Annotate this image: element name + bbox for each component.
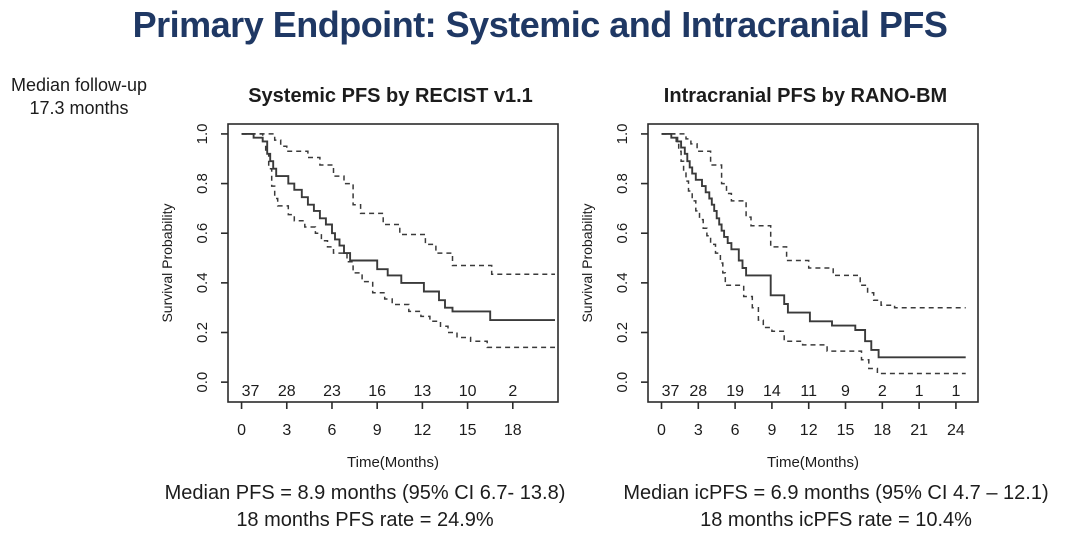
y-axis-label: Survival Probability — [159, 203, 175, 322]
at-risk-count: 28 — [689, 383, 707, 400]
x-tick-label: 12 — [800, 422, 818, 439]
km-curve-ci-lower — [241, 133, 555, 349]
y-tick-label: 0.0 — [194, 372, 211, 393]
y-tick-label: 0.2 — [614, 322, 631, 343]
at-risk-count: 2 — [878, 383, 887, 400]
x-tick-label: 3 — [694, 422, 703, 439]
at-risk-count: 23 — [323, 383, 341, 400]
x-tick-label: 15 — [459, 422, 477, 439]
at-risk-count: 2 — [508, 383, 517, 400]
at-risk-count: 1 — [951, 383, 960, 400]
km-curve-ci-upper — [241, 133, 555, 275]
at-risk-count: 28 — [278, 383, 296, 400]
caption-systemic-line1: Median PFS = 8.9 months (95% CI 6.7- 13.… — [164, 482, 566, 504]
chart-title-systemic: Systemic PFS by RECIST v1.1 — [248, 85, 533, 107]
x-tick-label: 6 — [328, 422, 337, 439]
at-risk-count: 1 — [915, 383, 924, 400]
y-tick-label: 0.0 — [614, 372, 631, 393]
x-tick-label: 15 — [837, 422, 855, 439]
at-risk-count: 11 — [800, 383, 817, 400]
at-risk-count: 37 — [662, 383, 680, 400]
slide-title: Primary Endpoint: Systemic and Intracran… — [132, 4, 948, 45]
plot-border — [647, 123, 979, 403]
km-curve-ci-lower — [661, 133, 966, 375]
x-tick-label: 3 — [282, 422, 291, 439]
y-tick-label: 0.4 — [194, 272, 211, 293]
y-tick-label: 1.0 — [614, 123, 631, 144]
km-curve-estimate — [661, 132, 966, 359]
caption-systemic: Median PFS = 8.9 months (95% CI 6.7- 13.… — [128, 480, 602, 534]
x-tick-label: 18 — [504, 422, 522, 439]
x-axis-label: Time(Months) — [347, 454, 439, 471]
y-tick-label: 0.8 — [194, 173, 211, 194]
x-tick-label: 9 — [767, 422, 776, 439]
at-risk-count: 16 — [368, 383, 386, 400]
chart-title-intracranial: Intracranial PFS by RANO-BM — [663, 85, 948, 107]
at-risk-count: 14 — [763, 383, 781, 400]
plot-border — [227, 123, 559, 403]
median-followup-line2: 17.3 months — [29, 98, 129, 118]
y-tick-label: 0.6 — [614, 223, 631, 244]
y-tick-label: 0.6 — [194, 223, 211, 244]
x-tick-label: 12 — [413, 422, 431, 439]
caption-intracranial-line1: Median icPFS = 6.9 months (95% CI 4.7 – … — [623, 482, 1049, 504]
at-risk-count: 37 — [242, 383, 260, 400]
km-curve-ci-upper — [661, 133, 966, 309]
at-risk-count: 10 — [459, 383, 477, 400]
median-followup-note: Median follow-up 17.3 months — [0, 74, 158, 120]
y-axis-label: Survival Probability — [579, 203, 595, 322]
x-tick-label: 0 — [237, 422, 246, 439]
km-curve-estimate — [241, 132, 555, 322]
at-risk-count: 13 — [413, 383, 431, 400]
x-tick-label: 9 — [373, 422, 382, 439]
x-tick-label: 21 — [910, 422, 928, 439]
km-plot-systemic: 0.0 0.2 0.4 0.6 0.8 1.0 0 3 6 9 12 15 18 37 28 23 16 13 10… — [159, 123, 559, 471]
y-tick-label: 0.2 — [194, 322, 211, 343]
y-tick-label: 1.0 — [194, 123, 211, 144]
caption-intracranial: Median icPFS = 6.9 months (95% CI 4.7 – … — [596, 480, 1076, 534]
median-followup-line1: Median follow-up — [10, 75, 148, 95]
y-tick-label: 0.4 — [614, 272, 631, 293]
y-tick-label: 0.8 — [614, 173, 631, 194]
at-risk-count: 9 — [841, 383, 850, 400]
x-axis-label: Time(Months) — [767, 454, 859, 471]
at-risk-count: 19 — [726, 383, 744, 400]
caption-systemic-line2: 18 months PFS rate = 24.9% — [236, 509, 494, 531]
caption-intracranial-line2: 18 months icPFS rate = 10.4% — [700, 509, 972, 531]
x-tick-label: 0 — [657, 422, 666, 439]
x-tick-label: 18 — [873, 422, 891, 439]
x-tick-label: 6 — [731, 422, 740, 439]
x-tick-label: 24 — [947, 422, 965, 439]
